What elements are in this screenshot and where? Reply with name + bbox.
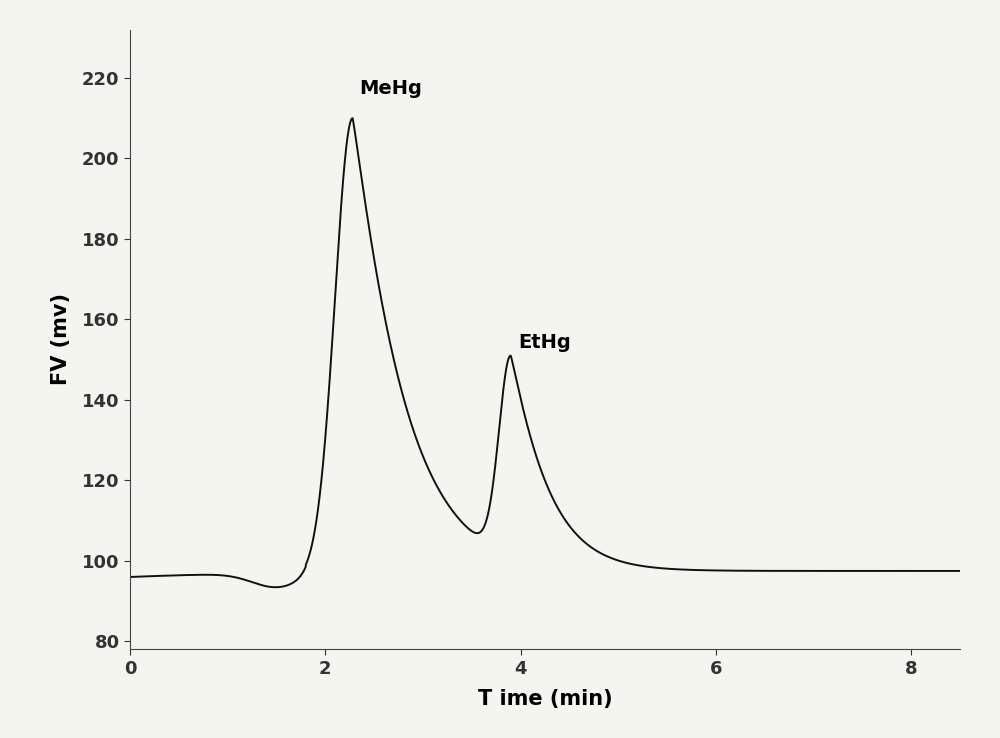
Text: MeHg: MeHg (359, 79, 422, 98)
Text: EtHg: EtHg (519, 333, 571, 351)
Y-axis label: FV (mv): FV (mv) (51, 294, 71, 385)
X-axis label: T ime (min): T ime (min) (478, 689, 612, 709)
